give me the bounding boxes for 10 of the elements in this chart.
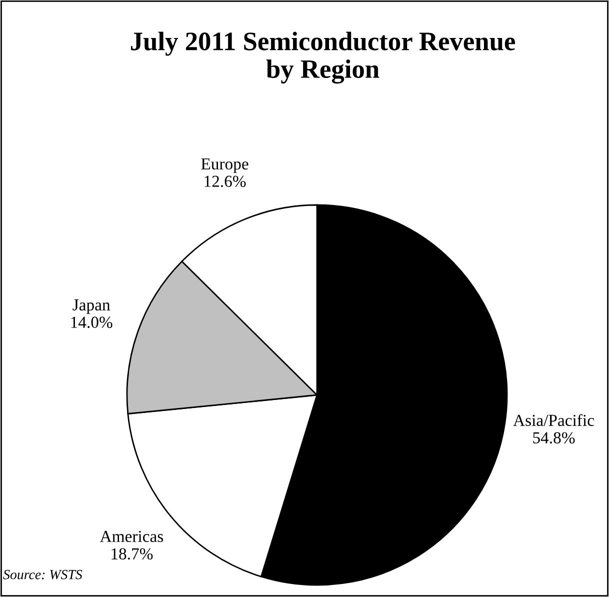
data-label: 12.6% bbox=[204, 176, 246, 188]
source-note: Source: WSTS bbox=[3, 570, 82, 580]
slice-label: Japan bbox=[72, 299, 110, 314]
chart-title: July 2011 Semiconductor Revenue by Region bbox=[131, 32, 516, 84]
slice-label: Americas bbox=[100, 530, 164, 542]
data-label: 18.7% bbox=[112, 548, 153, 560]
slice-label: Asia/Pacific bbox=[513, 414, 594, 426]
data-label: 54.8% bbox=[533, 432, 575, 444]
slice-label: Europe bbox=[201, 158, 248, 173]
data-label: 14.0% bbox=[71, 316, 112, 328]
